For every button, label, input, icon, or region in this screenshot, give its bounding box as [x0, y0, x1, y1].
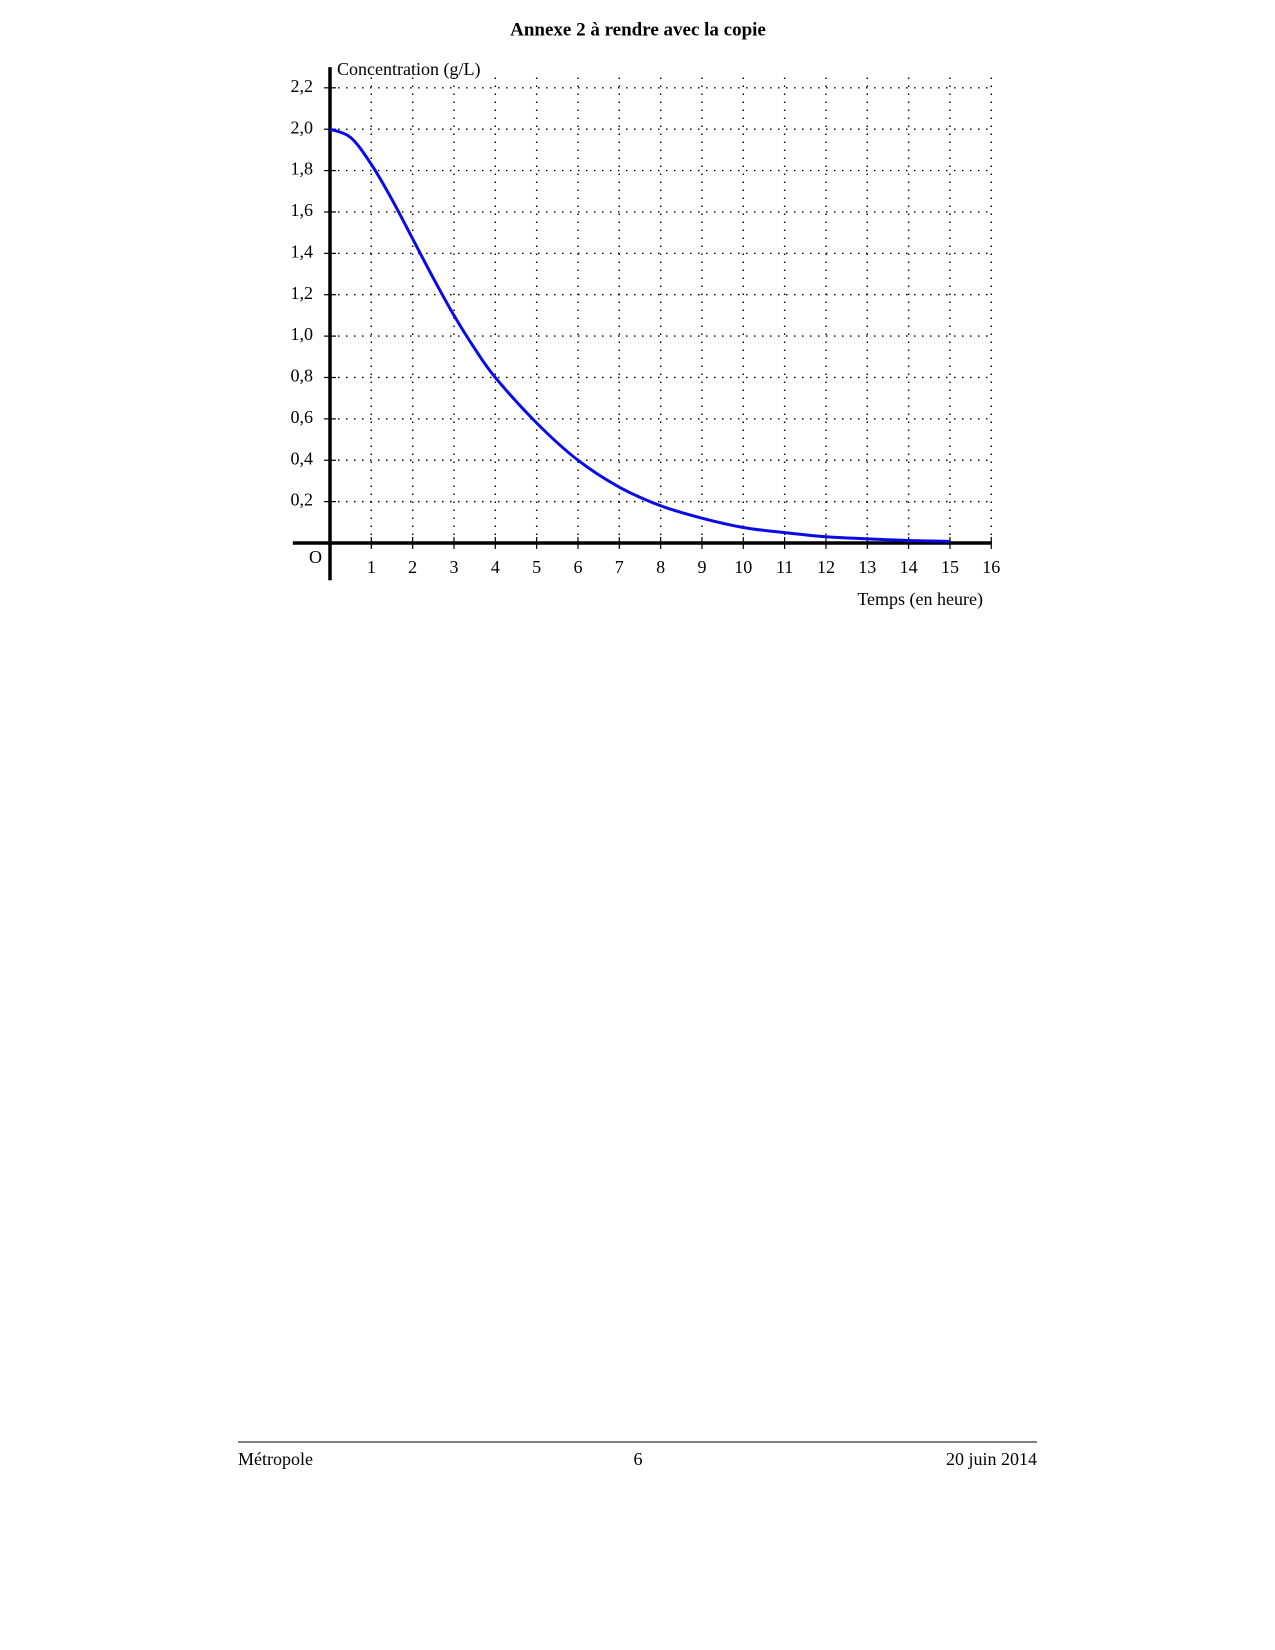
x-tick-label: 13: [858, 557, 876, 577]
x-tick-label: 12: [817, 557, 835, 577]
footer-left: Métropole: [238, 1449, 313, 1469]
y-tick-label: 0,6: [291, 407, 314, 427]
x-tick-label: 9: [697, 557, 706, 577]
footer-center: 6: [634, 1449, 643, 1469]
x-tick-label: 1: [367, 557, 376, 577]
x-tick-label: 16: [982, 557, 1000, 577]
y-tick-label: 0,8: [291, 366, 314, 386]
x-tick-label: 5: [532, 557, 541, 577]
page-title: Annexe 2 à rendre avec la copie: [510, 19, 766, 40]
x-axis-label: Temps (en heure): [857, 589, 983, 610]
x-tick-label: 10: [734, 557, 752, 577]
x-tick-label: 6: [573, 557, 582, 577]
x-tick-label: 2: [408, 557, 417, 577]
y-tick-label: 2,2: [291, 76, 314, 96]
x-tick-label: 7: [615, 557, 624, 577]
footer-right: 20 juin 2014: [946, 1449, 1037, 1469]
y-tick-label: 1,2: [291, 283, 314, 303]
x-tick-label: 3: [449, 557, 458, 577]
y-tick-label: 1,6: [291, 200, 314, 220]
origin-label: O: [309, 547, 322, 567]
x-tick-label: 15: [941, 557, 959, 577]
y-tick-label: 1,8: [291, 159, 314, 179]
curve: [329, 127, 950, 543]
y-tick-label: 1,0: [291, 324, 314, 344]
x-tick-label: 14: [900, 557, 918, 577]
y-axis-label: Concentration (g/L): [337, 59, 480, 80]
y-tick-label: 0,4: [291, 448, 314, 468]
y-tick-label: 0,2: [291, 490, 314, 510]
y-tick-label: 2,0: [291, 117, 314, 137]
x-tick-label: 11: [776, 557, 793, 577]
x-tick-label: 4: [491, 557, 500, 577]
y-tick-label: 1,4: [291, 241, 314, 261]
x-tick-label: 8: [656, 557, 665, 577]
